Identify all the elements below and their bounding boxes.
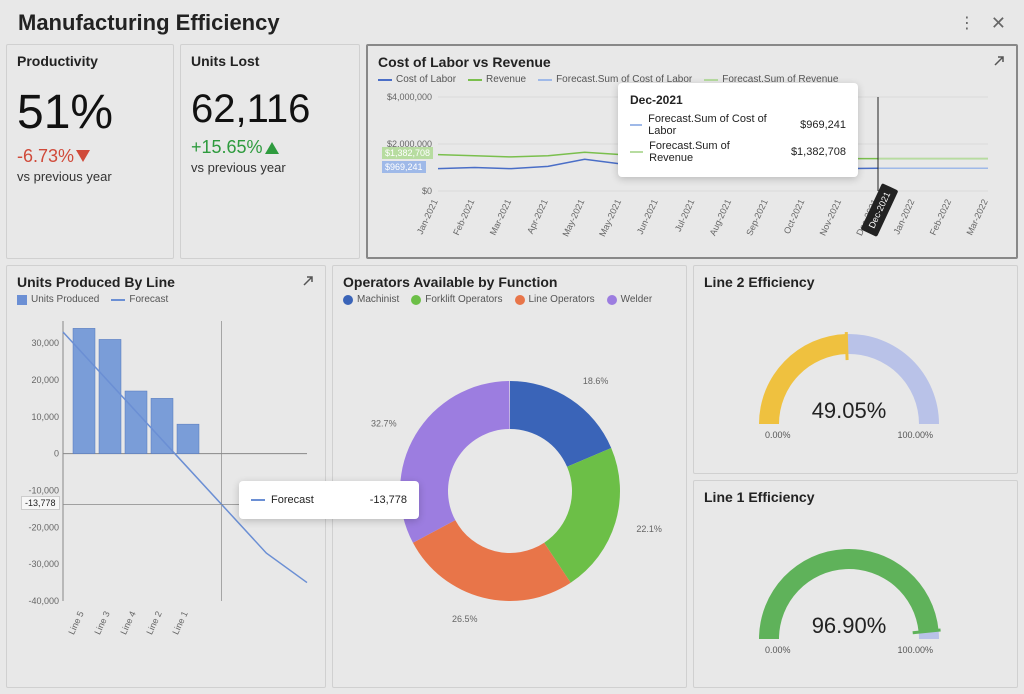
close-icon[interactable]: ✕ bbox=[991, 13, 1006, 34]
kpi-delta: -6.73% bbox=[17, 146, 163, 167]
triangle-down-icon bbox=[76, 150, 90, 162]
svg-text:Mar-2021: Mar-2021 bbox=[488, 198, 513, 237]
kpi-value: 62,116 bbox=[191, 87, 349, 131]
svg-text:26.5%: 26.5% bbox=[452, 614, 478, 624]
legend: MachinistForklift OperatorsLine Operator… bbox=[343, 294, 676, 305]
kpi-sub: vs previous year bbox=[17, 169, 163, 184]
svg-text:Line 2: Line 2 bbox=[144, 610, 163, 636]
card-title: Operators Available by Function bbox=[343, 274, 676, 290]
svg-text:Jan-2022: Jan-2022 bbox=[892, 198, 917, 236]
annotation-revenue: $1,382,708 bbox=[382, 147, 433, 159]
svg-text:0: 0 bbox=[54, 449, 59, 459]
kpi-delta-text: -6.73% bbox=[17, 146, 74, 167]
svg-text:Line 4: Line 4 bbox=[118, 610, 137, 636]
card-title: Units Lost bbox=[191, 53, 349, 69]
svg-text:Line 1: Line 1 bbox=[170, 610, 189, 636]
card-units-produced[interactable]: Units Produced By Line Units ProducedFor… bbox=[6, 265, 326, 688]
card-title: Units Produced By Line bbox=[17, 274, 315, 290]
svg-text:30,000: 30,000 bbox=[31, 338, 59, 348]
svg-text:-40,000: -40,000 bbox=[28, 596, 59, 606]
kpi-value: 51% bbox=[17, 87, 163, 140]
kpi-delta: +15.65% bbox=[191, 137, 349, 158]
card-cost-revenue[interactable]: Cost of Labor vs Revenue Cost of LaborRe… bbox=[366, 44, 1018, 259]
triangle-up-icon bbox=[265, 142, 279, 154]
svg-text:Apr-2021: Apr-2021 bbox=[525, 198, 550, 236]
svg-text:Aug-2021: Aug-2021 bbox=[708, 198, 734, 238]
svg-text:Feb-2021: Feb-2021 bbox=[451, 198, 476, 237]
svg-text:Jun-2021: Jun-2021 bbox=[635, 198, 660, 236]
expand-icon[interactable] bbox=[301, 274, 315, 288]
svg-text:-20,000: -20,000 bbox=[28, 522, 59, 532]
svg-text:0.00%: 0.00% bbox=[765, 430, 791, 440]
svg-text:May-2021: May-2021 bbox=[560, 198, 586, 239]
svg-text:Mar-2022: Mar-2022 bbox=[964, 198, 989, 237]
card-title: Productivity bbox=[17, 53, 163, 69]
svg-text:Nov-2021: Nov-2021 bbox=[818, 198, 844, 238]
svg-text:Line 3: Line 3 bbox=[92, 610, 111, 636]
svg-text:Oct-2021: Oct-2021 bbox=[782, 198, 807, 236]
svg-text:0.00%: 0.00% bbox=[765, 645, 791, 655]
card-operators[interactable]: Operators Available by Function Machinis… bbox=[332, 265, 687, 688]
card-units-lost[interactable]: Units Lost 62,116 +15.65% vs previous ye… bbox=[180, 44, 360, 259]
dashboard: Manufacturing Efficiency ⋮ ✕ Productivit… bbox=[0, 0, 1024, 694]
svg-text:20,000: 20,000 bbox=[31, 375, 59, 385]
svg-text:-10,000: -10,000 bbox=[28, 485, 59, 495]
svg-text:100.00%: 100.00% bbox=[897, 645, 933, 655]
header-row: Manufacturing Efficiency ⋮ ✕ bbox=[6, 6, 1018, 38]
card-productivity[interactable]: Productivity 51% -6.73% vs previous year bbox=[6, 44, 174, 259]
svg-text:Sep-2021: Sep-2021 bbox=[744, 198, 770, 238]
svg-text:$4,000,000: $4,000,000 bbox=[387, 92, 432, 102]
svg-text:$0: $0 bbox=[422, 186, 432, 196]
legend: Units ProducedForecast bbox=[17, 294, 315, 305]
card-title: Line 1 Efficiency bbox=[704, 489, 1007, 505]
svg-text:Jan-2021: Jan-2021 bbox=[415, 198, 440, 236]
expand-icon[interactable] bbox=[992, 54, 1006, 68]
card-title: Cost of Labor vs Revenue bbox=[378, 54, 1006, 70]
page-title: Manufacturing Efficiency bbox=[18, 10, 280, 36]
gauge-chart[interactable]: 0.00% 100.00% 49.05% bbox=[704, 294, 994, 454]
annotation-cost: $969,241 bbox=[382, 161, 426, 173]
svg-text:22.1%: 22.1% bbox=[636, 524, 662, 534]
gauge-chart[interactable]: 0.00% 100.00% 96.90% bbox=[704, 509, 994, 669]
card-line2-efficiency[interactable]: Line 2 Efficiency 0.00% 100.00% 49.05% bbox=[693, 265, 1018, 474]
svg-text:49.05%: 49.05% bbox=[812, 398, 887, 423]
svg-text:96.90%: 96.90% bbox=[812, 613, 887, 638]
card-title: Line 2 Efficiency bbox=[704, 274, 1007, 290]
more-icon[interactable]: ⋮ bbox=[959, 13, 973, 33]
svg-text:May-2021: May-2021 bbox=[597, 198, 623, 239]
kpi-sub: vs previous year bbox=[191, 160, 349, 175]
annotation-forecast: -13,778 bbox=[21, 496, 60, 510]
kpi-delta-text: +15.65% bbox=[191, 137, 263, 158]
svg-text:100.00%: 100.00% bbox=[897, 430, 933, 440]
header-actions: ⋮ ✕ bbox=[959, 13, 1006, 34]
svg-text:Line 5: Line 5 bbox=[66, 610, 85, 636]
svg-text:32.7%: 32.7% bbox=[371, 418, 397, 428]
tooltip: Dec-2021Forecast.Sum of Cost of Labor$96… bbox=[618, 83, 858, 177]
card-line1-efficiency[interactable]: Line 1 Efficiency 0.00% 100.00% 96.90% bbox=[693, 480, 1018, 689]
svg-text:-30,000: -30,000 bbox=[28, 559, 59, 569]
svg-text:Feb-2022: Feb-2022 bbox=[928, 198, 953, 237]
svg-text:Jul-2021: Jul-2021 bbox=[673, 198, 697, 234]
svg-text:18.6%: 18.6% bbox=[583, 376, 609, 386]
tooltip: Forecast-13,778 bbox=[239, 481, 419, 519]
svg-text:10,000: 10,000 bbox=[31, 412, 59, 422]
